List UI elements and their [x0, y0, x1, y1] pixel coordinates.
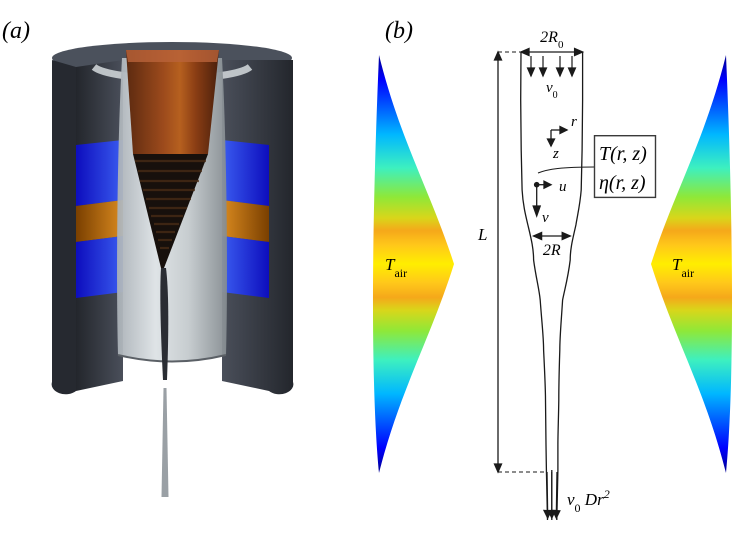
svg-text:T(r, z): T(r, z)	[599, 143, 647, 165]
svg-text:v0: v0	[546, 80, 558, 101]
svg-text:2R0: 2R0	[540, 29, 564, 51]
svg-text:2R: 2R	[543, 242, 561, 259]
svg-text:r: r	[571, 114, 577, 130]
svg-text:L: L	[477, 225, 487, 244]
svg-text:η(r, z): η(r, z)	[599, 172, 646, 194]
svg-text:z: z	[552, 146, 559, 162]
svg-text:v: v	[542, 210, 549, 226]
svg-text:v0 Dr2: v0 Dr2	[567, 487, 610, 515]
svg-text:u: u	[559, 179, 567, 195]
